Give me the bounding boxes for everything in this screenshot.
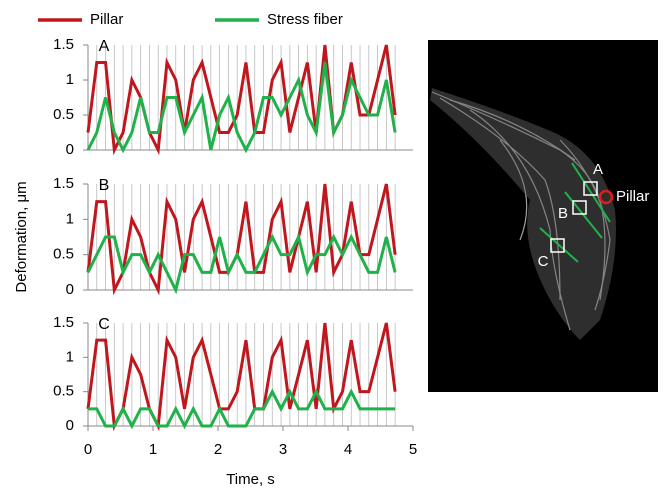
y-tick-label: 1.5 (53, 314, 74, 331)
x-tick-label: 5 (409, 441, 417, 458)
x-tick-label: 3 (279, 441, 287, 458)
series-line (88, 237, 395, 290)
y-tick-label: 1.5 (53, 175, 74, 192)
y-tick-label: 0 (66, 141, 74, 158)
y-tick-label: 1 (66, 71, 74, 88)
x-tick-label: 2 (214, 441, 222, 458)
roi-label: B (558, 205, 568, 222)
series-line (88, 45, 395, 150)
x-axis-label: Time, s (226, 471, 275, 488)
y-tick-label: 1 (66, 210, 74, 227)
series-line (88, 323, 395, 426)
figure: A B C Pillar Pillar Stress fiber 0 0.5 1 1.5 A… (0, 0, 667, 489)
y-tick-label: 0.5 (53, 383, 74, 400)
legend-label: Pillar (90, 11, 123, 28)
roi-label: A (593, 161, 603, 178)
series-line (88, 184, 395, 290)
x-tick-label: 1 (149, 441, 157, 458)
x-tick-label: 4 (344, 441, 352, 458)
y-tick-label: 0 (66, 281, 74, 298)
y-tick-label: 0.5 (53, 106, 74, 123)
pillar-label: Pillar (616, 188, 649, 205)
panel-label: C (98, 316, 110, 333)
series-line (88, 392, 395, 426)
panel-label: B (99, 177, 110, 194)
x-tick-label: 0 (84, 441, 92, 458)
y-tick-label: 0 (66, 417, 74, 434)
panel-label: A (99, 38, 110, 55)
roi-label: C (538, 253, 549, 270)
y-tick-label: 1 (66, 348, 74, 365)
y-axis-label: Deformation, μm (13, 181, 30, 292)
y-tick-label: 1.5 (53, 36, 74, 53)
y-tick-label: 0.5 (53, 246, 74, 263)
legend-label: Stress fiber (267, 11, 343, 28)
